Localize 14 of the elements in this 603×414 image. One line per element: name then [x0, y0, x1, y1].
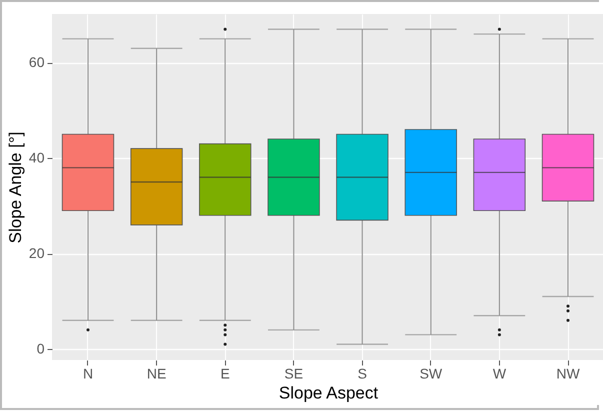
x-axis-title: Slope Aspect: [278, 384, 378, 402]
x-tick-label: W: [492, 366, 507, 382]
y-tick-label: 0: [36, 340, 45, 357]
x-tick-label: NW: [556, 366, 580, 382]
x-tick-label: E: [220, 366, 230, 382]
x-tick-label: NE: [146, 366, 166, 382]
x-tick-label: SE: [284, 366, 304, 382]
x-tick-label: SW: [420, 366, 443, 382]
x-tick-label: S: [358, 366, 367, 382]
x-tick-label: N: [82, 366, 94, 382]
y-tick-label: 20: [28, 245, 45, 262]
y-axis-title: Slope Angle [°]: [6, 132, 25, 244]
y-tick-label: 60: [28, 54, 45, 70]
y-tick-label: 40: [28, 150, 45, 166]
